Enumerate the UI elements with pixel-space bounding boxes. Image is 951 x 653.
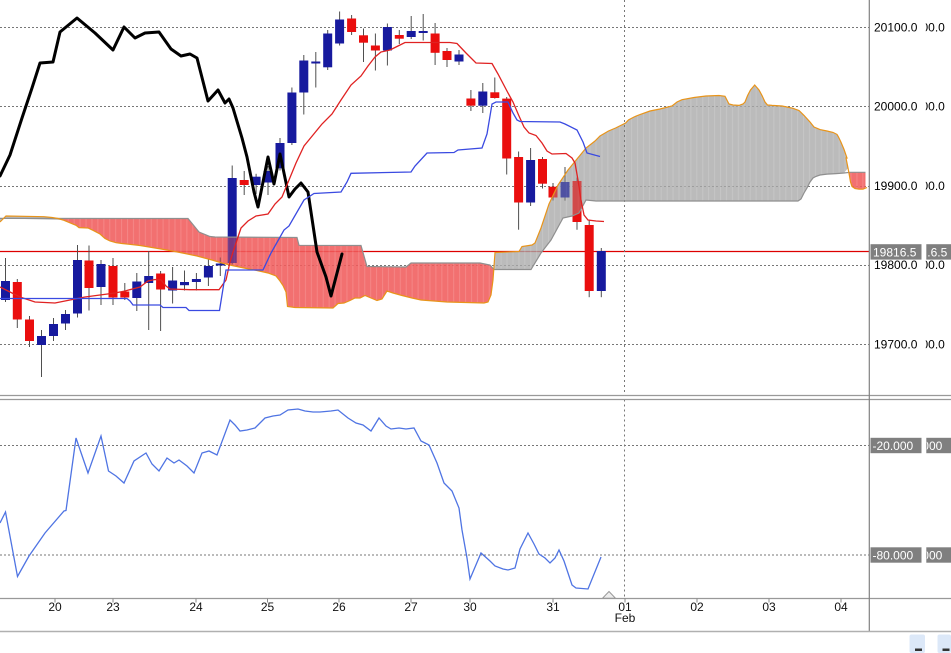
svg-text:-20.000: -20.000 [873, 439, 914, 453]
svg-text:-80.000: -80.000 [873, 548, 914, 562]
svg-text:23: 23 [106, 600, 120, 614]
svg-text:30: 30 [463, 600, 477, 614]
svg-text:00.0: 00.0 [922, 100, 946, 114]
svg-text:04: 04 [834, 600, 848, 614]
svg-text:.6.5: .6.5 [927, 245, 947, 259]
svg-text:000: 000 [922, 439, 942, 453]
svg-text:000: 000 [922, 548, 942, 562]
svg-text:00.0: 00.0 [922, 338, 946, 352]
svg-text:00.0: 00.0 [922, 179, 946, 193]
svg-text:00.0: 00.0 [922, 21, 946, 35]
svg-text:19800.0: 19800.0 [874, 258, 918, 272]
svg-text:19700.0: 19700.0 [874, 338, 918, 352]
svg-text:24: 24 [189, 600, 203, 614]
svg-text:03: 03 [762, 600, 776, 614]
svg-text:20: 20 [48, 600, 62, 614]
svg-text:Feb: Feb [615, 611, 636, 625]
svg-text:01: 01 [618, 600, 632, 614]
svg-text:27: 27 [404, 600, 418, 614]
svg-text:00.0: 00.0 [922, 258, 946, 272]
svg-text:31: 31 [546, 600, 560, 614]
svg-text:02: 02 [690, 600, 704, 614]
svg-text:19816.5: 19816.5 [873, 245, 917, 259]
svg-text:26: 26 [332, 600, 346, 614]
svg-text:20100.0: 20100.0 [874, 21, 918, 35]
svg-text:20000.0: 20000.0 [874, 100, 918, 114]
svg-text:19900.0: 19900.0 [874, 179, 918, 193]
svg-text:25: 25 [261, 600, 275, 614]
